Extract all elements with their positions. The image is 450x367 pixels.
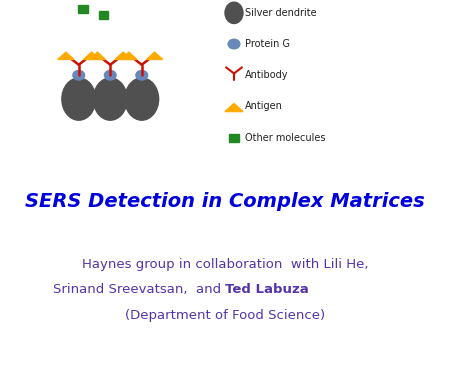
Circle shape: [136, 70, 148, 80]
Ellipse shape: [225, 2, 243, 23]
Bar: [229, 134, 239, 142]
Ellipse shape: [62, 78, 95, 120]
Ellipse shape: [94, 78, 127, 120]
Polygon shape: [84, 52, 100, 59]
Polygon shape: [89, 52, 105, 59]
Text: Protein G: Protein G: [245, 39, 290, 49]
Text: Haynes group in collaboration  with Lili He,: Haynes group in collaboration with Lili …: [82, 258, 368, 271]
Text: Ted Labuza: Ted Labuza: [225, 283, 309, 297]
Polygon shape: [147, 52, 163, 59]
Polygon shape: [58, 52, 74, 59]
Polygon shape: [121, 52, 137, 59]
Text: Srinand Sreevatsan,  and: Srinand Sreevatsan, and: [53, 283, 225, 297]
Ellipse shape: [125, 78, 158, 120]
Bar: [78, 5, 88, 13]
Text: SERS Detection in Complex Matrices: SERS Detection in Complex Matrices: [25, 192, 425, 211]
Text: (Department of Food Science): (Department of Food Science): [125, 309, 325, 322]
Polygon shape: [225, 103, 243, 112]
Bar: [99, 11, 108, 19]
Circle shape: [73, 70, 85, 80]
Circle shape: [104, 70, 116, 80]
Circle shape: [228, 39, 240, 49]
Text: Antigen: Antigen: [245, 101, 283, 112]
Text: Antibody: Antibody: [245, 70, 289, 80]
Polygon shape: [115, 52, 131, 59]
Text: Other molecules: Other molecules: [245, 132, 326, 143]
Text: Silver dendrite: Silver dendrite: [245, 8, 317, 18]
